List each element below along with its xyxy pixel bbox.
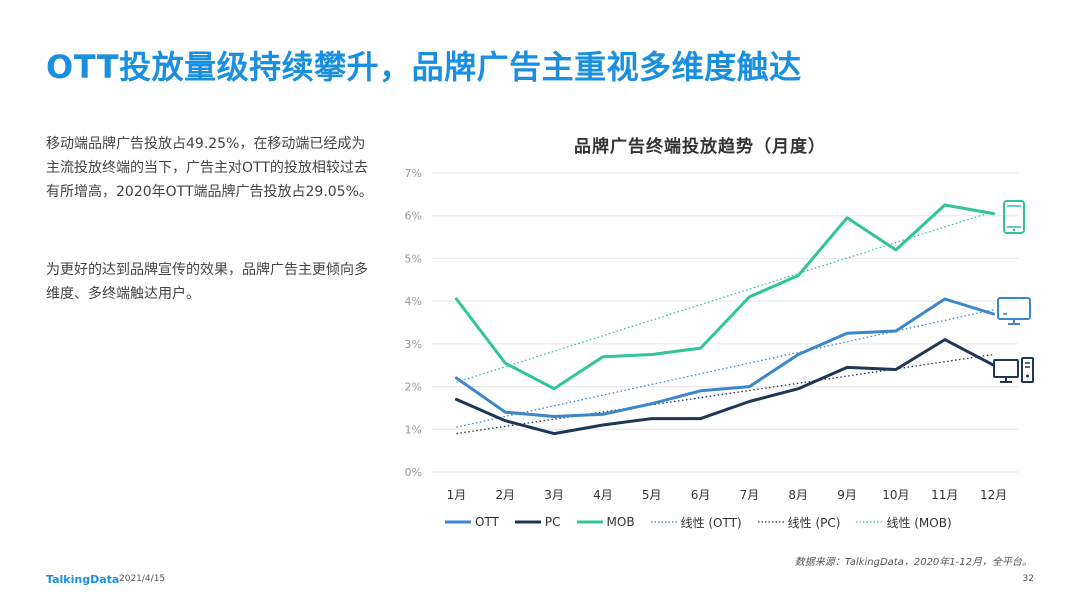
series-line-pc: [454, 338, 996, 436]
series-line-mob: [454, 203, 996, 391]
x-tick-label: 1月: [447, 488, 467, 502]
y-tick-label: 0%: [405, 466, 422, 479]
x-tick-label: 9月: [837, 488, 857, 502]
legend-item-pc: PC: [514, 515, 561, 529]
page-number: 32: [1022, 574, 1034, 584]
legend-item-mob: MOB: [576, 515, 635, 529]
legend-swatch-mob: [576, 520, 603, 524]
legend-label-mob: MOB: [606, 515, 635, 529]
legend-item-trend-pc: 线性 (PC): [757, 514, 841, 531]
body-paragraph-2: 为更好的达到品牌宣传的效果，品牌广告主更倾向多维度、多终端触达用户。: [46, 262, 368, 302]
y-tick-label: 4%: [405, 295, 422, 308]
legend-label-trend-mob: 线性 (MOB): [886, 515, 952, 530]
legend-item-trend-ott: 线性 (OTT): [650, 514, 742, 531]
x-tick-label: 3月: [544, 488, 564, 502]
y-tick-label: 2%: [405, 381, 422, 394]
desktop-pc-icon: [993, 357, 1034, 383]
tv-monitor-icon: [997, 297, 1031, 325]
legend-label-trend-pc: 线性 (PC): [787, 515, 841, 530]
series-line-ott: [454, 297, 996, 418]
y-tick-label: 6%: [405, 210, 422, 223]
chart-title: 品牌广告终端投放趋势（月度）: [574, 137, 826, 157]
legend-swatch-trend-ott: [650, 521, 677, 523]
x-tick-label: 8月: [788, 488, 808, 502]
legend-label-ott: OTT: [475, 515, 499, 529]
legend-label-trend-ott: 线性 (OTT): [680, 515, 742, 530]
x-tick-label: 2月: [495, 488, 515, 502]
legend-swatch-pc: [514, 520, 541, 524]
footer-date: 2021/4/15: [119, 574, 166, 584]
y-tick-label: 3%: [405, 338, 422, 351]
x-tick-label: 10月: [882, 488, 909, 502]
page-title: OTT投放量级持续攀升，品牌广告主重视多维度触达: [46, 48, 802, 86]
legend-swatch-ott: [445, 520, 471, 524]
chart-legend: OTT PC MOB 线性 (OTT) 线性 (PC) 线性 (MOB): [445, 512, 968, 532]
x-tick-label: 5月: [642, 488, 662, 502]
legend-swatch-trend-pc: [757, 521, 784, 523]
body-paragraph-1: 移动端品牌广告投放占49.25%，在移动端已经成为主流投放终端的当下，广告主对O…: [46, 136, 373, 200]
legend-swatch-trend-mob: [856, 521, 883, 523]
legend-item-ott: OTT: [445, 515, 499, 529]
x-tick-label: 4月: [593, 488, 613, 502]
legend-item-trend-mob: 线性 (MOB): [856, 514, 952, 531]
y-tick-label: 1%: [405, 423, 422, 436]
x-tick-label: 6月: [691, 488, 711, 502]
trendline-pc: [456, 353, 994, 435]
x-tick-label: 12月: [980, 488, 1007, 502]
y-tick-label: 7%: [405, 167, 422, 180]
x-tick-label: 7月: [740, 488, 760, 502]
legend-label-pc: PC: [544, 515, 561, 529]
x-tick-label: 11月: [931, 488, 958, 502]
brand-logo-text: TalkingData: [46, 573, 120, 586]
smartphone-icon: [1003, 200, 1025, 234]
trendline-mob: [456, 210, 994, 383]
y-tick-label: 5%: [405, 252, 422, 265]
data-source-note: 数据来源：TalkingData，2020年1-12月，全平台。: [794, 557, 1032, 568]
